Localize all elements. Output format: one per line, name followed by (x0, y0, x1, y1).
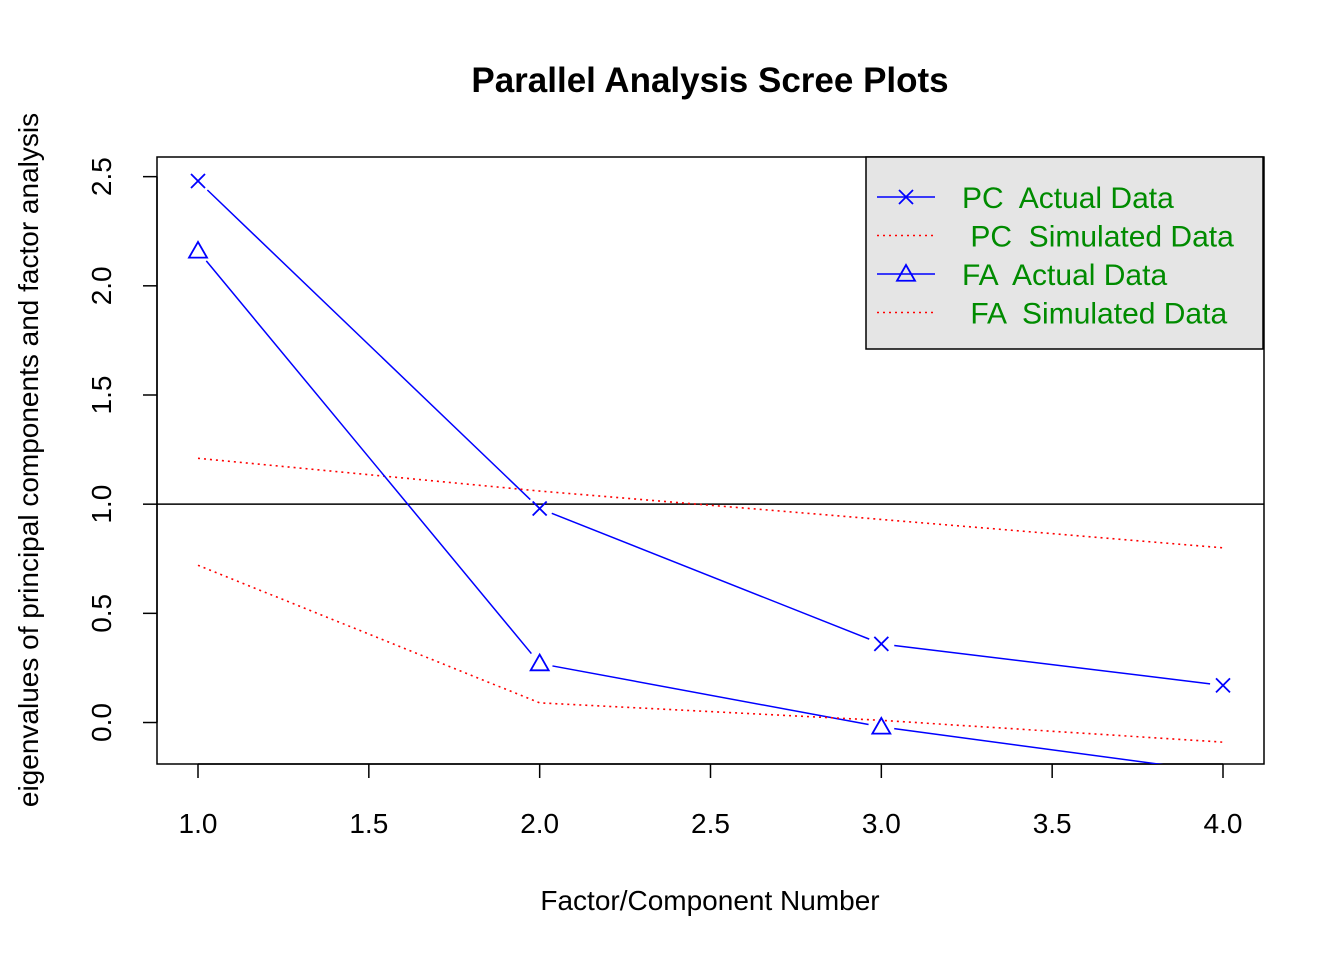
x-tick-label: 2.5 (691, 808, 730, 839)
y-tick-label: 0.0 (86, 703, 117, 742)
y-tick-label: 2.0 (86, 266, 117, 305)
legend-entry: FA Actual Data (877, 259, 1167, 292)
series-2-segment (552, 665, 869, 726)
legend-label: FA Actual Data (962, 259, 1167, 292)
legend-marker (895, 263, 917, 282)
chart-legend: PC Actual Data PC Simulated Data FA Actua… (865, 156, 1264, 350)
plot-layer (157, 189, 1264, 764)
chart-title: Parallel Analysis Scree Plots (471, 61, 948, 100)
legend-box (865, 156, 1264, 350)
series-0-point (873, 636, 889, 652)
series-2-point (870, 716, 892, 735)
legend-entry: PC Actual Data (877, 182, 1174, 215)
y-tick-label: 1.5 (86, 376, 117, 415)
series-0-point (1215, 677, 1231, 694)
legend-label: FA Simulated Data (962, 298, 1227, 331)
series-0-point (190, 173, 206, 189)
series-0-segment (551, 512, 870, 640)
legend-marker (898, 189, 914, 205)
series-2-segment (894, 727, 1164, 764)
x-axis: 1.0 1.5 2.0 2.5 3.0 3.5 4.0 (179, 763, 1243, 839)
series-1-line (197, 457, 1224, 549)
y-axis: 0.0 0.5 1.0 1.5 2.0 2.5 (86, 157, 158, 742)
y-tick-label: 0.5 (86, 594, 117, 633)
y-tick-label: 2.5 (86, 157, 117, 196)
series-0-segment (206, 189, 531, 501)
series-0-segment (894, 644, 1211, 685)
x-tick-label: 1.5 (349, 808, 388, 839)
series-2-segment (205, 260, 532, 655)
y-tick-label: 1.0 (86, 485, 117, 524)
x-tick-label: 3.0 (862, 808, 901, 839)
series-0-point (532, 500, 548, 517)
legend-label: PC Actual Data (962, 182, 1174, 215)
legend-label: PC Simulated Data (962, 221, 1234, 254)
legend-entry: FA Simulated Data (877, 298, 1227, 331)
x-tick-label: 3.5 (1033, 808, 1072, 839)
x-tick-label: 2.0 (520, 808, 559, 839)
y-axis-label: eigenvalues of principal components and … (13, 113, 44, 807)
x-axis-label: Factor/Component Number (540, 885, 879, 916)
legend-entry: PC Simulated Data (877, 221, 1234, 254)
series-2-point (187, 240, 209, 259)
series-2-point (529, 652, 551, 672)
x-tick-label: 4.0 (1204, 808, 1243, 839)
series-3-line (197, 564, 1224, 743)
marker-layer (187, 173, 1231, 735)
x-tick-label: 1.0 (179, 808, 218, 839)
